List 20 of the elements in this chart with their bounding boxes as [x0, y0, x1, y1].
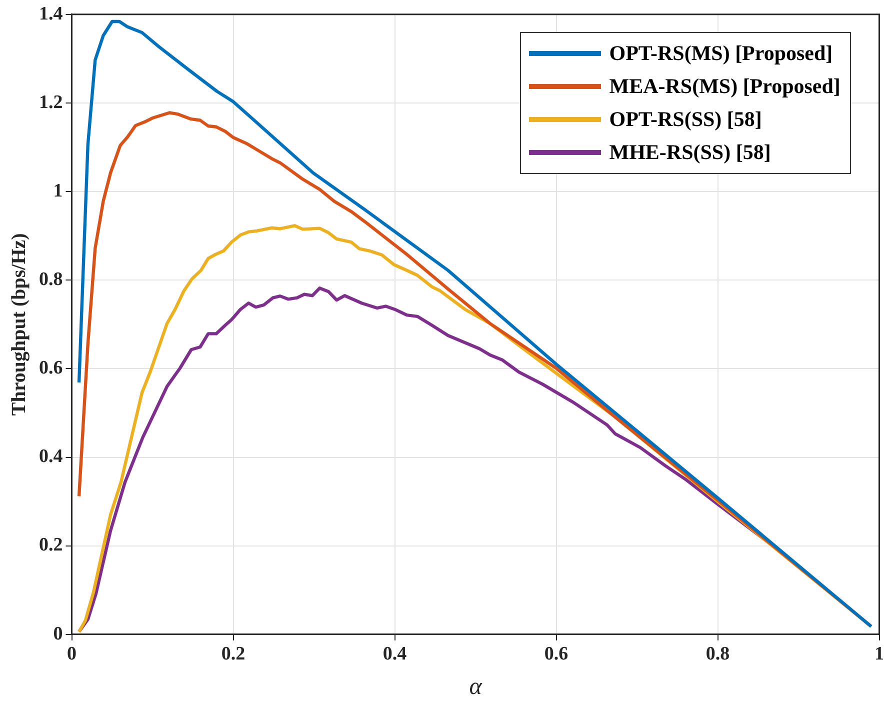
x-tick-label: 0.4: [382, 644, 408, 665]
y-tick-label: 1: [53, 180, 63, 202]
x-axis-title: α: [469, 674, 482, 700]
x-tick-label: 0: [67, 644, 76, 665]
legend-label: OPT-RS(SS) [58]: [609, 106, 762, 134]
x-tick-label: 0.8: [706, 644, 730, 665]
x-tick-label: 0.2: [221, 644, 246, 665]
y-tick-label: 0.8: [39, 269, 63, 290]
y-tick-label: 0.2: [39, 534, 63, 556]
y-tick-label: 0: [53, 623, 63, 644]
y-tick-label: 0.4: [39, 446, 64, 468]
x-tick-label: 0.6: [544, 644, 568, 665]
y-tick-label: 0.6: [39, 358, 63, 379]
y-axis-title: Throughput (bps/Hz): [8, 233, 30, 416]
x-tick-label: 1: [874, 644, 884, 665]
y-tick-label: 1.4: [39, 3, 64, 24]
legend-label: OPT-RS(MS) [Proposed]: [609, 40, 833, 68]
y-tick-label: 1.2: [39, 92, 63, 113]
legend-label: MEA-RS(MS) [Proposed]: [609, 73, 840, 100]
legend-label: MHE-RS(SS) [58]: [609, 139, 771, 166]
